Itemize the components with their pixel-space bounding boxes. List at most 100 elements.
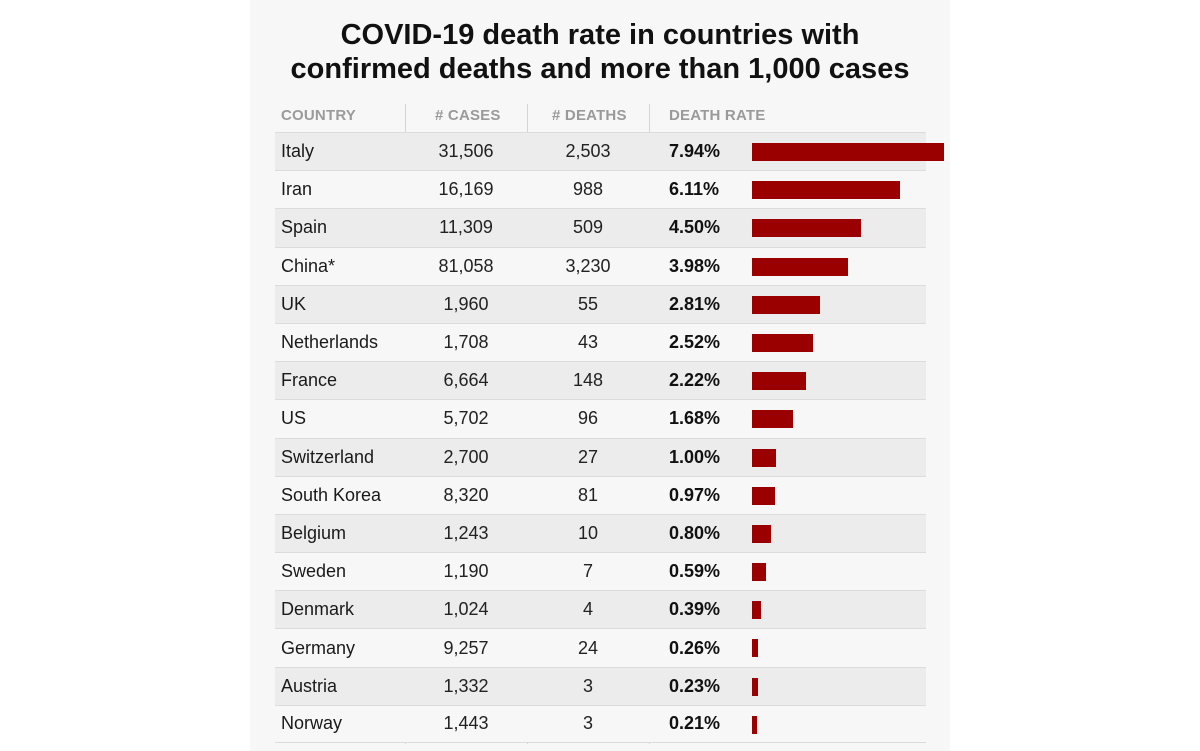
cases-value: 6,664 bbox=[443, 370, 489, 391]
country-name: Denmark bbox=[281, 599, 355, 620]
deaths-value: 96 bbox=[577, 408, 599, 429]
deaths-value: 55 bbox=[577, 293, 599, 314]
death-rate-bar bbox=[752, 219, 861, 238]
cases-value: 1,243 bbox=[443, 522, 489, 543]
deaths-value: 988 bbox=[572, 179, 604, 200]
deaths-value: 24 bbox=[577, 637, 599, 658]
country-name: China* bbox=[281, 255, 336, 276]
cases-value: 81,058 bbox=[438, 255, 494, 276]
death-rate-label: 3.98% bbox=[669, 255, 721, 276]
header-country: COUNTRY bbox=[281, 107, 357, 124]
death-rate-label: 0.80% bbox=[669, 522, 721, 543]
country-name: Germany bbox=[281, 637, 356, 658]
death-rate-table: COUNTRY # CASES # DEATHS DEATH RATE Ital… bbox=[275, 98, 944, 743]
country-name: Sweden bbox=[281, 561, 347, 582]
death-rate-bar bbox=[752, 372, 806, 391]
cases-value: 1,443 bbox=[443, 713, 489, 734]
cases-value: 31,506 bbox=[438, 141, 494, 162]
deaths-value: 10 bbox=[577, 522, 599, 543]
table-row: Germany 9,257 24 0.26% bbox=[275, 628, 926, 667]
table-row: Iran 16,169 988 6.11% bbox=[275, 170, 926, 209]
deaths-value: 509 bbox=[572, 217, 604, 238]
table-row: France 6,664 148 2.22% bbox=[275, 361, 926, 400]
country-name: Belgium bbox=[281, 522, 347, 543]
death-rate-label: 0.23% bbox=[669, 675, 721, 696]
header-deaths: # DEATHS bbox=[552, 107, 627, 124]
death-rate-label: 0.26% bbox=[669, 637, 721, 658]
country-name: Italy bbox=[281, 141, 315, 162]
deaths-value: 3 bbox=[582, 675, 593, 696]
table-row: US 5,702 96 1.68% bbox=[275, 399, 926, 438]
table-row: Netherlands 1,708 43 2.52% bbox=[275, 322, 926, 362]
table-body: Italy 31,506 2,503 7.94% Iran 16,169 988 6.11% S… bbox=[275, 132, 944, 743]
death-rate-label: 7.94% bbox=[669, 141, 721, 162]
death-rate-label: 2.52% bbox=[669, 332, 721, 353]
deaths-value: 3,230 bbox=[565, 255, 611, 276]
deaths-value: 43 bbox=[577, 332, 599, 353]
death-rate-label: 1.68% bbox=[669, 408, 721, 429]
country-name: Spain bbox=[281, 217, 328, 238]
country-name: UK bbox=[281, 293, 307, 314]
cases-value: 8,320 bbox=[443, 484, 489, 505]
death-rate-bar bbox=[752, 410, 793, 429]
header-death-rate: DEATH RATE bbox=[669, 107, 766, 124]
deaths-value: 148 bbox=[572, 370, 604, 391]
deaths-value: 81 bbox=[577, 484, 599, 505]
cases-value: 1,960 bbox=[443, 293, 489, 314]
death-rate-label: 0.39% bbox=[669, 599, 721, 620]
death-rate-label: 4.50% bbox=[669, 217, 721, 238]
deaths-value: 7 bbox=[582, 561, 593, 582]
death-rate-bar bbox=[752, 181, 900, 200]
death-rate-label: 0.59% bbox=[669, 561, 721, 582]
table-row: Denmark 1,024 4 0.39% bbox=[275, 590, 926, 629]
death-rate-bar bbox=[752, 715, 758, 734]
cases-value: 16,169 bbox=[438, 179, 494, 200]
death-rate-bar bbox=[752, 563, 767, 582]
cases-value: 9,257 bbox=[443, 637, 489, 658]
cases-value: 2,700 bbox=[443, 446, 489, 467]
country-name: France bbox=[281, 370, 338, 391]
death-rate-label: 1.00% bbox=[669, 446, 721, 467]
table-row: China* 81,058 3,230 3.98% bbox=[275, 246, 926, 285]
table-row: Austria 1,332 3 0.23% bbox=[275, 666, 926, 705]
table-row: Italy 31,506 2,503 7.94% bbox=[275, 132, 944, 171]
header-cases: # CASES bbox=[435, 107, 501, 124]
table-row: Switzerland 2,700 27 1.00% bbox=[275, 437, 926, 476]
death-rate-bar bbox=[752, 143, 944, 161]
deaths-value: 4 bbox=[582, 599, 593, 620]
death-rate-label: 0.21% bbox=[669, 713, 721, 734]
death-rate-bar bbox=[752, 295, 820, 314]
death-rate-bar bbox=[752, 677, 758, 696]
chart-title-line-2: confirmed deaths and more than 1,000 cas… bbox=[290, 53, 910, 85]
death-rate-bar bbox=[752, 486, 776, 505]
death-rate-label: 2.22% bbox=[669, 370, 721, 391]
country-name: Netherlands bbox=[281, 332, 379, 353]
table-row: South Korea 8,320 81 0.97% bbox=[275, 475, 926, 514]
table-row: Norway 1,443 3 0.21% bbox=[275, 704, 926, 743]
chart-title: COVID-19 death rate in countries with co… bbox=[250, 18, 950, 86]
cases-value: 1,190 bbox=[443, 561, 489, 582]
country-name: US bbox=[281, 408, 307, 429]
cases-value: 1,024 bbox=[443, 599, 489, 620]
table-row: Spain 11,309 509 4.50% bbox=[275, 208, 926, 247]
country-name: South Korea bbox=[281, 484, 382, 505]
table-row: Sweden 1,190 7 0.59% bbox=[275, 552, 926, 591]
table-row: UK 1,960 55 2.81% bbox=[275, 284, 926, 323]
cases-value: 5,702 bbox=[443, 408, 489, 429]
country-name: Norway bbox=[281, 713, 343, 734]
cases-value: 11,309 bbox=[439, 217, 493, 238]
death-rate-bar bbox=[752, 601, 762, 620]
death-rate-bar bbox=[752, 257, 849, 276]
table-row: Belgium 1,243 10 0.80% bbox=[275, 513, 926, 553]
death-rate-bar bbox=[752, 639, 759, 658]
country-name: Switzerland bbox=[281, 446, 375, 467]
country-name: Austria bbox=[281, 675, 338, 696]
death-rate-label: 2.81% bbox=[669, 293, 721, 314]
table-header: COUNTRY # CASES # DEATHS DEATH RATE bbox=[275, 98, 926, 132]
death-rate-bar bbox=[752, 448, 777, 467]
country-name: Iran bbox=[281, 179, 313, 200]
death-rate-label: 0.97% bbox=[669, 484, 721, 505]
chart-panel: COVID-19 death rate in countries with co… bbox=[250, 0, 950, 751]
death-rate-bar bbox=[752, 524, 772, 543]
death-rate-label: 6.11% bbox=[669, 179, 720, 200]
